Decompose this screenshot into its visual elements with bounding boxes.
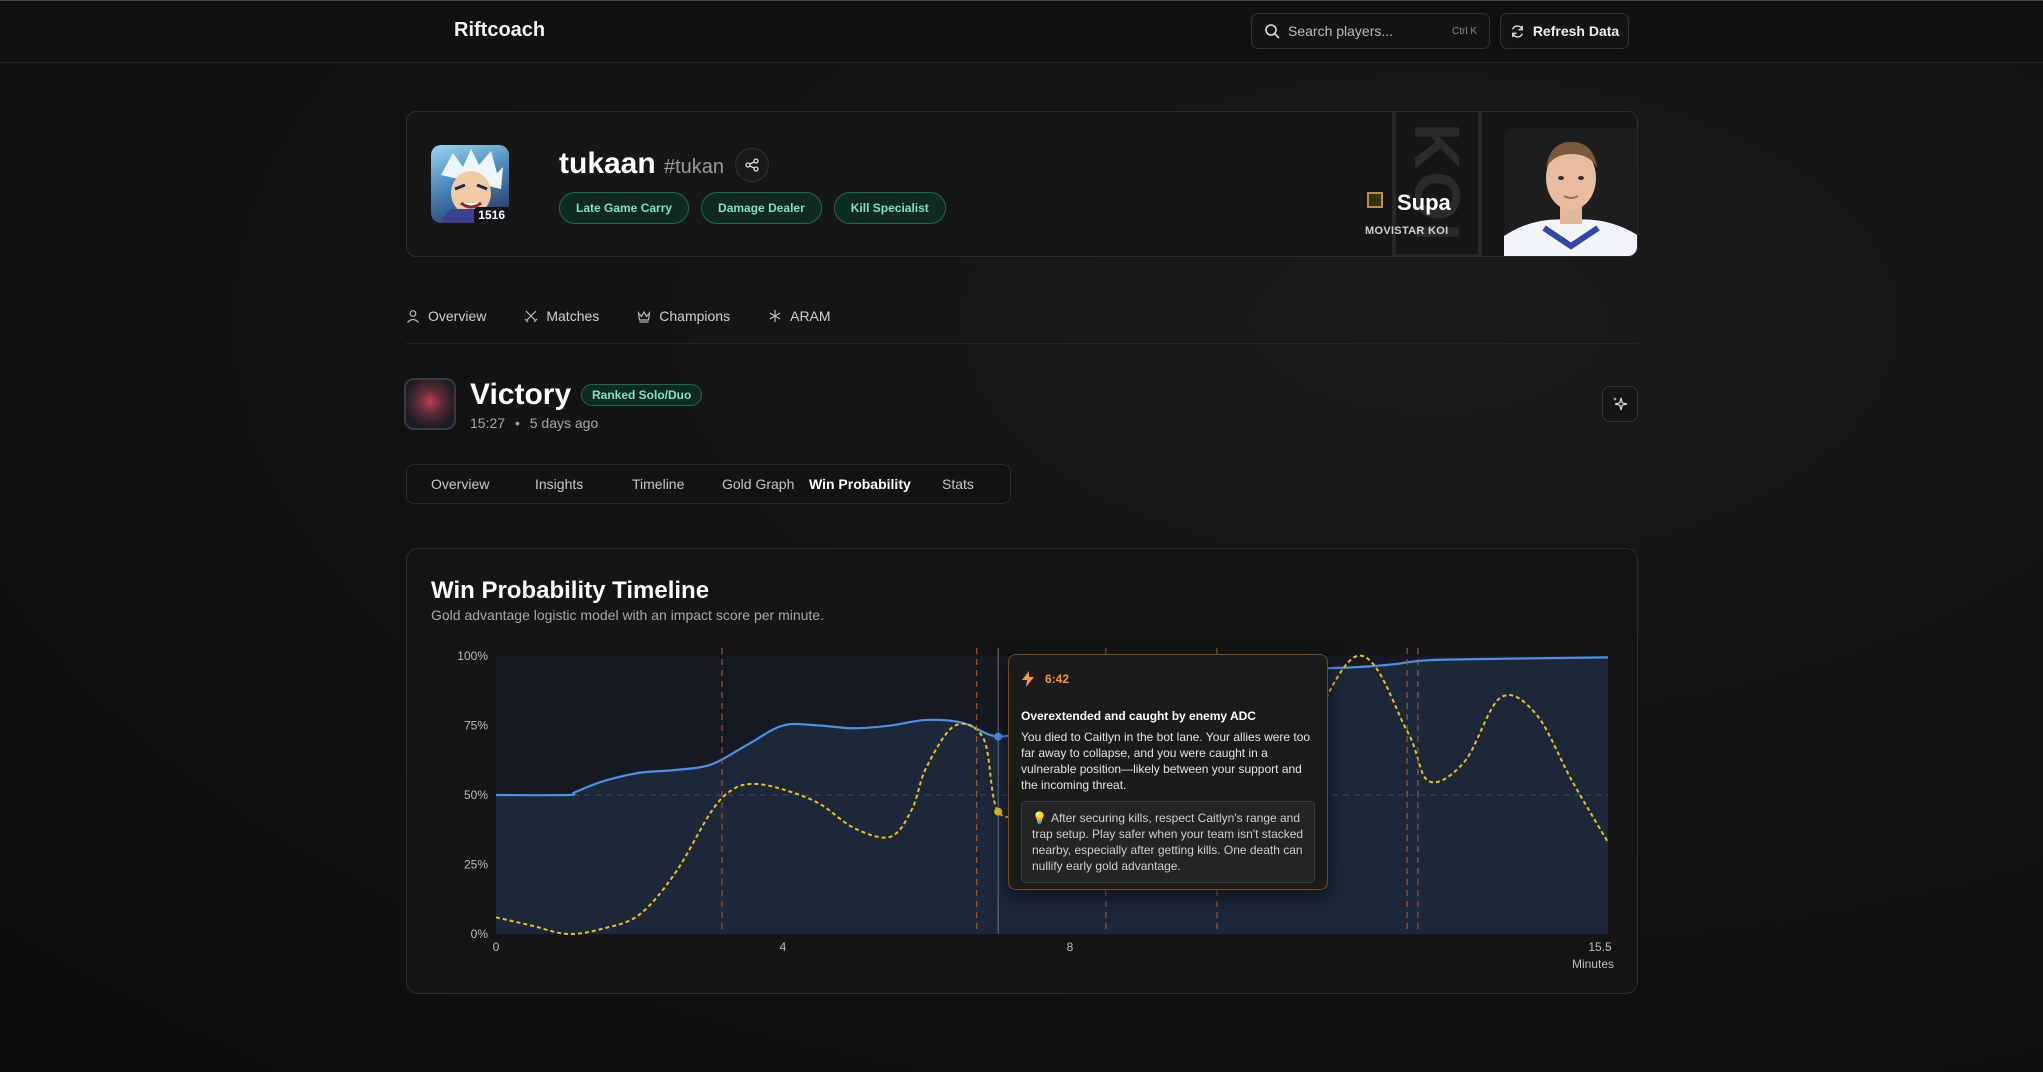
tab-overview-label: Overview	[428, 308, 487, 324]
pro-player-photo	[1504, 128, 1637, 256]
tooltip-time-row: 6:42	[1021, 671, 1315, 687]
meta-separator: •	[514, 415, 520, 431]
tooltip-body: You died to Caitlyn in the bot lane. You…	[1021, 730, 1311, 792]
refresh-icon	[1511, 24, 1523, 38]
ai-insights-button[interactable]	[1602, 386, 1638, 422]
pro-player-name: Supa	[1397, 190, 1451, 215]
match-tabs: Overview Insights Timeline Gold Graph Wi…	[406, 464, 1011, 504]
tab-overview[interactable]: Overview	[406, 308, 486, 324]
match-time-ago: 5 days ago	[529, 415, 599, 431]
match-duration: 15:27	[470, 415, 506, 431]
brand-logo[interactable]: Riftcoach	[454, 19, 546, 41]
badge-late-game-carry: Late Game Carry	[559, 192, 690, 224]
playstyle-badges: Late Game Carry Damage Dealer Kill Speci…	[559, 192, 946, 224]
snowflake-icon	[769, 310, 781, 322]
match-tab-overview[interactable]: Overview	[431, 476, 490, 492]
top-bar: Riftcoach Search players... Ctrl K Refre…	[0, 0, 2043, 63]
match-tab-win-probability[interactable]: Win Probability	[809, 476, 911, 492]
match-tab-timeline[interactable]: Timeline	[632, 476, 685, 492]
summoner-level: 1516	[474, 207, 509, 223]
lightbulb-icon: 💡	[1032, 811, 1047, 825]
tab-champions[interactable]: Champions	[637, 308, 730, 324]
lightning-icon	[1022, 671, 1034, 687]
match-tab-insights[interactable]: Insights	[535, 476, 584, 492]
tab-matches-label: Matches	[546, 308, 600, 324]
refresh-label: Refresh Data	[1532, 23, 1620, 39]
tab-aram[interactable]: ARAM	[768, 308, 831, 324]
card-title: Win Probability Timeline	[431, 577, 710, 604]
match-tab-gold-graph[interactable]: Gold Graph	[722, 476, 795, 492]
search-placeholder: Search players...	[1288, 23, 1394, 39]
crown-icon	[637, 310, 651, 323]
crossed-swords-icon	[524, 310, 538, 323]
match-meta: 15:27 • 5 days ago	[470, 415, 598, 431]
profile-nav-tabs: Overview Matches Champions ARAM	[406, 296, 1638, 344]
avatar: 1516	[431, 145, 509, 223]
match-tab-stats[interactable]: Stats	[942, 476, 974, 492]
pro-team-name: MOVISTAR KOI	[1365, 225, 1449, 237]
user-icon	[407, 310, 419, 323]
queue-badge: Ranked Solo/Duo	[581, 384, 703, 406]
tab-aram-label: ARAM	[790, 308, 831, 324]
badge-damage-dealer: Damage Dealer	[701, 192, 822, 224]
card-subtitle: Gold advantage logistic model with an im…	[431, 607, 824, 623]
search-input[interactable]: Search players... Ctrl K	[1251, 13, 1490, 49]
refresh-data-button[interactable]: Refresh Data	[1500, 13, 1629, 49]
search-icon	[1265, 24, 1280, 39]
player-tag: #tukan	[664, 156, 725, 178]
tab-champions-label: Champions	[659, 308, 731, 324]
tooltip-tip-text: After securing kills, respect Caitlyn's …	[1032, 811, 1304, 873]
match-result: Victory	[470, 378, 572, 411]
tooltip-tip: 💡 After securing kills, respect Caitlyn's…	[1021, 801, 1315, 883]
profile-card: 1516 tukaan #tukan Late Game Carry Damag…	[406, 111, 1638, 257]
tooltip-title: Overextended and caught by enemy ADC	[1021, 709, 1256, 723]
champion-icon	[404, 378, 456, 430]
share-button[interactable]	[735, 148, 769, 182]
event-tooltip: 6:42 Overextended and caught by enemy AD…	[1008, 654, 1328, 890]
share-icon	[745, 158, 759, 172]
tooltip-time: 6:42	[1045, 672, 1070, 686]
team-logo-watermark: KOI	[1392, 112, 1482, 256]
sparkles-icon	[1613, 397, 1628, 411]
rank-icon	[1367, 192, 1383, 208]
search-shortcut: Ctrl K	[1452, 25, 1477, 37]
badge-kill-specialist: Kill Specialist	[833, 192, 946, 224]
player-name: tukaan	[559, 147, 656, 180]
tab-matches[interactable]: Matches	[524, 308, 599, 324]
